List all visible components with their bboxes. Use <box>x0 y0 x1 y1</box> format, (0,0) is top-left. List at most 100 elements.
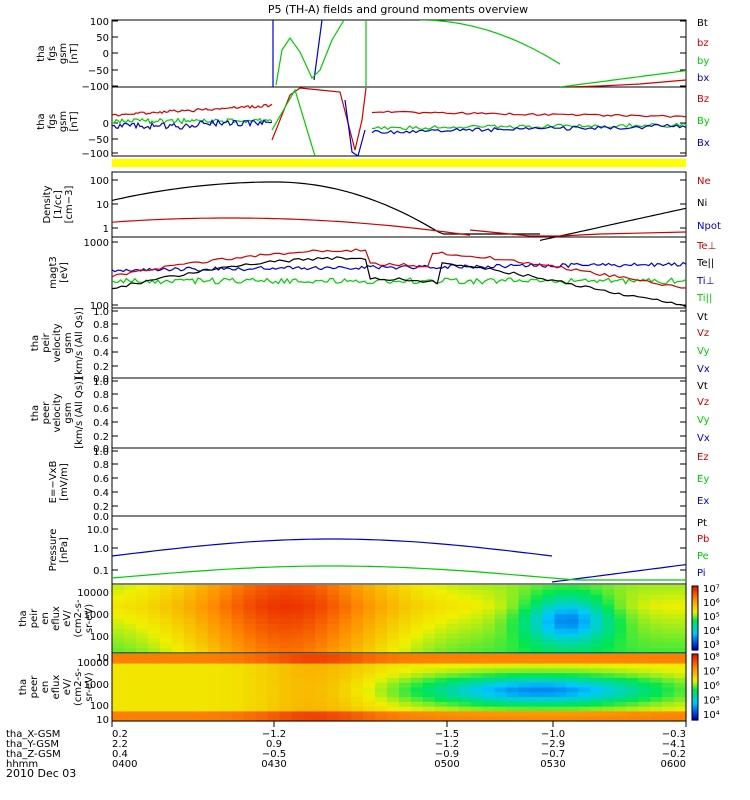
peer-spectrogram-cell <box>220 707 233 712</box>
peir-spectrogram-cell <box>327 643 340 648</box>
peir-spectrogram-cell <box>244 638 257 643</box>
peer-spectrogram-cell <box>507 692 520 697</box>
peir-spectrogram-cell <box>483 619 496 624</box>
peir-spectrogram-cell <box>232 585 245 590</box>
peir-spectrogram-cell <box>375 590 388 595</box>
peir-spectrogram-cell <box>267 619 280 624</box>
peir-spectrogram-cell <box>387 604 400 609</box>
peir-spectrogram-cell <box>626 604 639 609</box>
peir-spectrogram-cell <box>566 595 579 600</box>
peir-spectrogram-cell <box>291 634 304 639</box>
peer-spectrogram-cell <box>566 697 579 702</box>
peer-spectrogram-cell <box>459 654 472 659</box>
peer-spectrogram-cell <box>172 668 185 673</box>
peer-spectrogram-cell <box>267 678 280 683</box>
peer-spectrogram-cell <box>578 678 591 683</box>
peer-spectrogram-cell <box>638 678 651 683</box>
peer-spectrogram-cell <box>291 659 304 664</box>
ylabel-pressure: Pressure <box>48 529 59 572</box>
peer-spectrogram-cell <box>626 683 639 688</box>
peer-spectrogram-cell <box>578 659 591 664</box>
ytick-label-fgs: 50 <box>96 33 109 44</box>
panel-frame-peer-vel <box>112 378 686 448</box>
peer-spectrogram-cell <box>315 668 328 673</box>
peer-spectrogram-cell <box>519 707 532 712</box>
peer-spectrogram-cell <box>208 707 221 712</box>
peir-spectrogram-cell <box>650 614 663 619</box>
peer-spectrogram-cell <box>602 711 615 716</box>
peir-spectrogram-cell <box>495 585 508 590</box>
peir-spectrogram-cell <box>674 609 687 614</box>
peer-spectrogram-cell <box>543 707 556 712</box>
peer-spectrogram-cell <box>650 711 663 716</box>
peir-spectrogram-cell <box>232 638 245 643</box>
peir-spectrogram-cell <box>519 600 532 605</box>
peer-spectrogram-cell <box>172 683 185 688</box>
peer-spectrogram-cell <box>267 697 280 702</box>
peir-spectrogram-cell <box>351 600 364 605</box>
peer-spectrogram-cell <box>375 668 388 673</box>
peer-spectrogram-cell <box>136 654 149 659</box>
peir-spectrogram-cell <box>471 643 484 648</box>
peir-spectrogram-cell <box>471 619 484 624</box>
peir-spectrogram-cell <box>136 634 149 639</box>
peer-spectrogram-cell <box>399 692 412 697</box>
peer-spectrogram-cell <box>638 654 651 659</box>
peer-spectrogram-cell <box>363 702 376 707</box>
peer-spectrogram-cell <box>566 654 579 659</box>
peer-spectrogram-cell <box>375 664 388 669</box>
peer-spectrogram-cell <box>543 678 556 683</box>
peer-spectrogram-cell <box>662 683 675 688</box>
peir-spectrogram-cell <box>566 590 579 595</box>
peer-spectrogram-cell <box>519 697 532 702</box>
peir-spectrogram-cell <box>208 619 221 624</box>
peir-spectrogram-cell <box>459 600 472 605</box>
legend-peir-vel: Vy <box>697 346 710 357</box>
peer-spectrogram-cell <box>303 673 316 678</box>
peer-spectrogram-cell <box>208 668 221 673</box>
peir-spectrogram-cell <box>590 595 603 600</box>
peer-spectrogram-cell <box>674 692 687 697</box>
peir-spectrogram-cell <box>375 643 388 648</box>
peir-spectrogram-cell <box>351 634 364 639</box>
peer-spectrogram-cell <box>172 707 185 712</box>
peer-spectrogram-cell <box>279 654 292 659</box>
peer-spectrogram-cell <box>148 683 161 688</box>
peir-spectrogram-cell <box>160 595 173 600</box>
peer-spectrogram-cell <box>626 711 639 716</box>
peir-spectrogram-cell <box>375 624 388 629</box>
peir-spectrogram-cell <box>339 595 352 600</box>
peer-spectrogram-cell <box>650 654 663 659</box>
peer-spectrogram-cell <box>483 664 496 669</box>
peer-spectrogram-cell <box>411 707 424 712</box>
peir-spectrogram-cell <box>315 634 328 639</box>
peer-spectrogram-cell <box>543 654 556 659</box>
peir-spectrogram-cell <box>531 638 544 643</box>
peir-spectrogram-cell <box>674 595 687 600</box>
peir-spectrogram-cell <box>148 624 161 629</box>
peer-spectrogram-cell <box>650 688 663 693</box>
peir-spectrogram-cell <box>315 619 328 624</box>
peer-spectrogram-cell <box>602 654 615 659</box>
peir-spectrogram-cell <box>160 614 173 619</box>
ylabel-peer-spec: eflux <box>51 675 62 700</box>
peer-spectrogram-cell <box>495 711 508 716</box>
peir-spectrogram-cell <box>602 638 615 643</box>
peer-spectrogram-cell <box>244 688 257 693</box>
peer-spectrogram-cell <box>578 668 591 673</box>
peer-spectrogram-cell <box>291 707 304 712</box>
peir-spectrogram-cell <box>566 629 579 634</box>
peir-spectrogram-cell <box>674 638 687 643</box>
peer-spectrogram-cell <box>303 654 316 659</box>
peer-spectrogram-cell <box>626 654 639 659</box>
peir-spectrogram-cell <box>172 629 185 634</box>
peir-spectrogram-cell <box>662 629 675 634</box>
peir-spectrogram-cell <box>351 638 364 643</box>
peer-spectrogram-cell <box>256 683 269 688</box>
peir-spectrogram-cell <box>267 609 280 614</box>
peer-spectrogram-cell <box>566 678 579 683</box>
peer-spectrogram-cell <box>507 683 520 688</box>
peer-spectrogram-cell <box>614 702 627 707</box>
panel-frame-pressure <box>112 516 686 584</box>
peir-spectrogram-cell <box>232 614 245 619</box>
